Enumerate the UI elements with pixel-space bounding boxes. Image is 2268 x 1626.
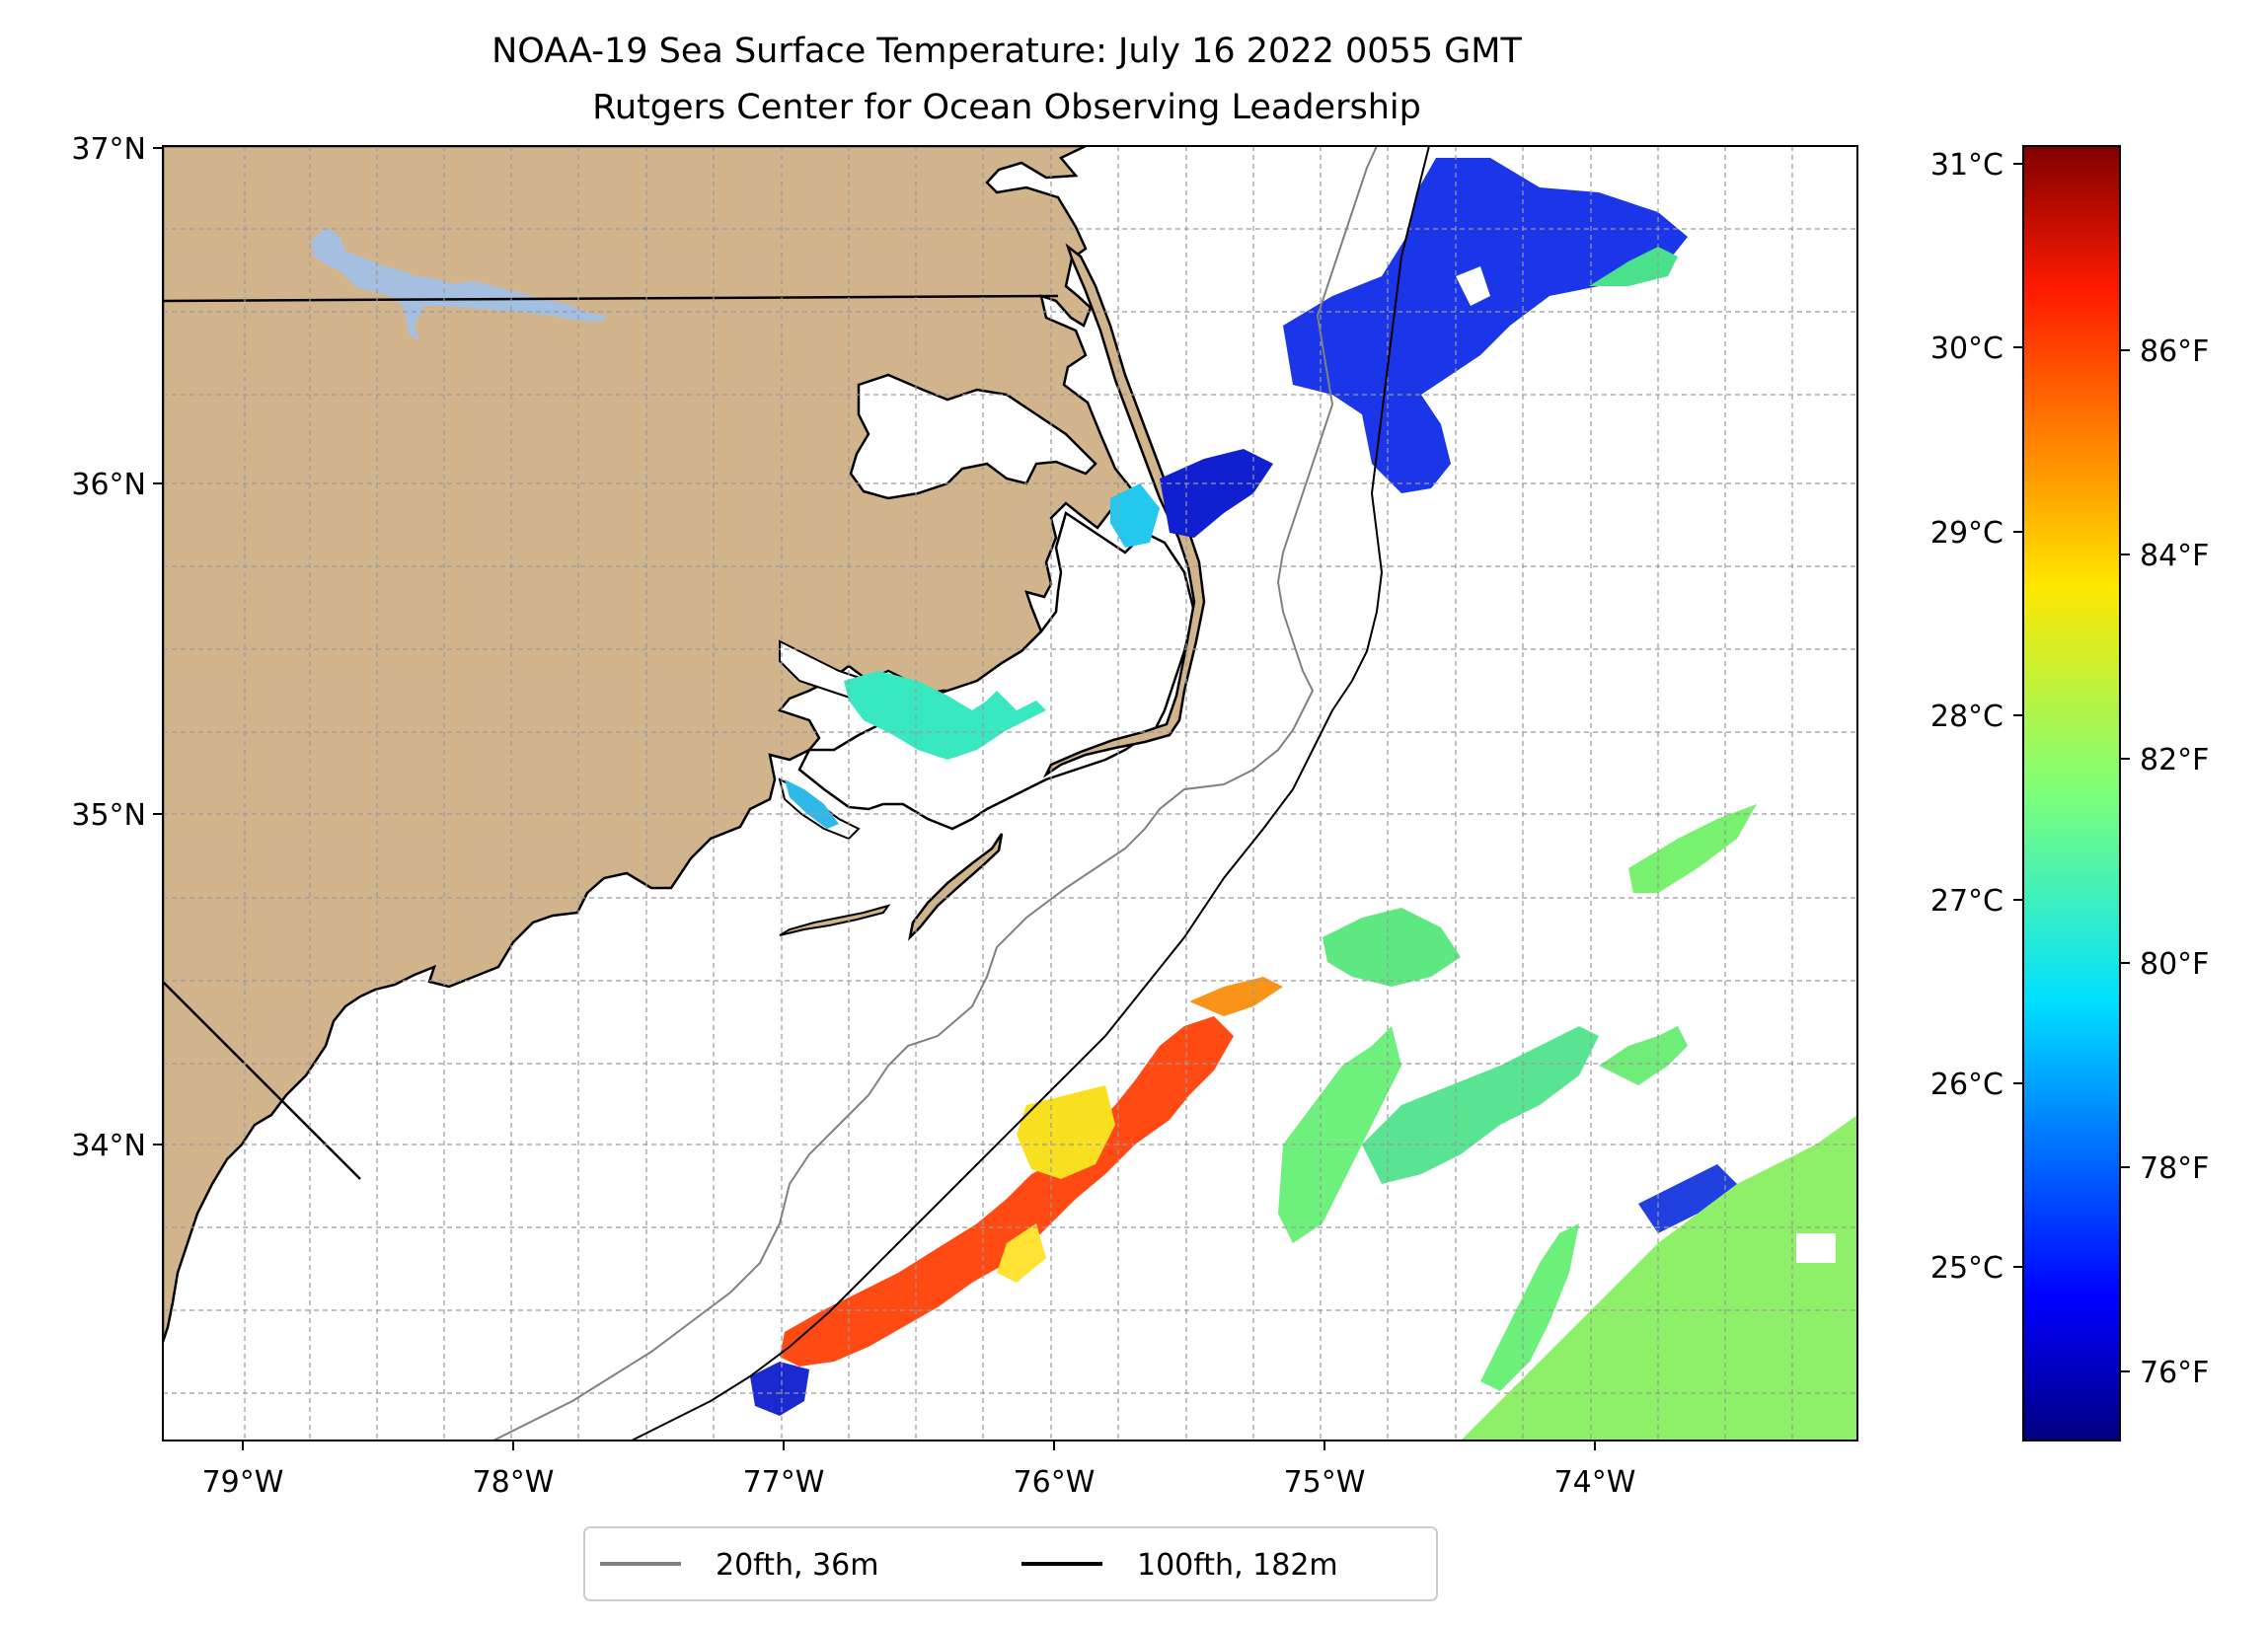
contour-100fth: [631, 146, 1430, 1441]
legend-box: [583, 1526, 1438, 1601]
sst-patch-southeast-hole: [1796, 1233, 1836, 1263]
colorbar-celsius-label: 26°C: [1930, 1068, 2003, 1102]
lon-label: 79°W: [202, 1465, 284, 1500]
sst-patch-mid-blue: [1160, 449, 1273, 538]
sst-patch-southeast-blue: [1638, 1164, 1737, 1233]
lat-axis: [153, 147, 163, 1146]
map-subtitle: Rutgers Center for Ocean Observing Leade…: [592, 88, 1421, 127]
legend: 20fth, 36m 100fth, 182m: [583, 1526, 1438, 1601]
sst-patch-pamlico: [844, 671, 1046, 760]
lon-axis: [242, 1441, 1596, 1450]
bogue-banks: [779, 904, 891, 936]
map-title: NOAA-19 Sea Surface Temperature: July 16…: [491, 32, 1522, 71]
sst-patch-sound-cyan: [1110, 483, 1160, 548]
colorbar: [2022, 145, 2121, 1441]
lon-label: 74°W: [1554, 1465, 1636, 1500]
colorbar-fahrenheit-label: 78°F: [2140, 1151, 2209, 1186]
lon-label: 77°W: [743, 1465, 825, 1500]
core-banks: [907, 833, 1004, 941]
colorbar-celsius-label: 28°C: [1930, 700, 2003, 734]
kerr-lake: [311, 227, 607, 340]
map-frame: [162, 145, 1858, 1441]
colorbar-fahrenheit-ticks: [2120, 349, 2130, 1372]
colorbar-celsius-label: 30°C: [1930, 332, 2003, 366]
lat-label: 34°N: [71, 1129, 146, 1163]
legend-label-20fth: 20fth, 36m: [716, 1548, 878, 1583]
sst-patch-north-warm-edge: [1589, 247, 1678, 286]
contour-20fth: [492, 146, 1378, 1441]
sst-patch-southeast: [1461, 1115, 1857, 1441]
sst-patch-gulf-yellow: [1017, 1085, 1115, 1179]
sst-patch-neuse: [785, 779, 839, 829]
sst-patch-offshore-3: [1362, 1026, 1599, 1184]
sst-patch-offshore-4: [1480, 1223, 1579, 1391]
nc-va-border: [163, 294, 1059, 303]
lon-label: 75°W: [1284, 1465, 1366, 1500]
sst-patch-offshore-2: [1323, 908, 1461, 987]
colorbar-celsius-label: 27°C: [1930, 884, 2003, 919]
colorbar-fahrenheit-label: 84°F: [2140, 539, 2209, 573]
sst-patch-north-hole: [1456, 266, 1490, 306]
sst-data-layer: [750, 158, 1857, 1441]
lon-label: 76°W: [1014, 1465, 1096, 1500]
colorbar-celsius-label: 29°C: [1930, 516, 2003, 551]
lat-label: 37°N: [71, 132, 146, 167]
colorbar-fahrenheit-label: 80°F: [2140, 947, 2209, 982]
lat-label: 36°N: [71, 468, 146, 502]
sst-patch-offshore-6: [1599, 1026, 1688, 1085]
sst-patch-gulf-stream: [780, 1016, 1234, 1367]
sst-patch-offshore-7: [997, 1223, 1046, 1283]
colorbar-celsius-label: 31°C: [1930, 148, 2003, 183]
map-panel: [163, 146, 1857, 1441]
sst-patch-gulf-orange-top: [1189, 977, 1283, 1016]
gridlines: [163, 146, 1857, 1441]
lon-label: 78°W: [473, 1465, 555, 1500]
colorbar-celsius-ticks: [2013, 163, 2023, 1268]
sst-patch-north: [1283, 158, 1688, 493]
colorbar-celsius-label: 25°C: [1930, 1251, 2003, 1286]
sst-patch-offshore-5: [1628, 804, 1757, 893]
colorbar-fahrenheit-label: 82°F: [2140, 743, 2209, 777]
sst-patch-offshore-1: [1278, 1026, 1401, 1243]
legend-label-100fth: 100fth, 182m: [1137, 1548, 1338, 1583]
lat-label: 35°N: [71, 798, 146, 833]
colorbar-fahrenheit-label: 76°F: [2140, 1356, 2209, 1390]
sst-patch-gulf-blue-edge: [750, 1362, 809, 1416]
colorbar-fahrenheit-label: 86°F: [2140, 334, 2209, 369]
nc-sc-border: [163, 981, 361, 1180]
